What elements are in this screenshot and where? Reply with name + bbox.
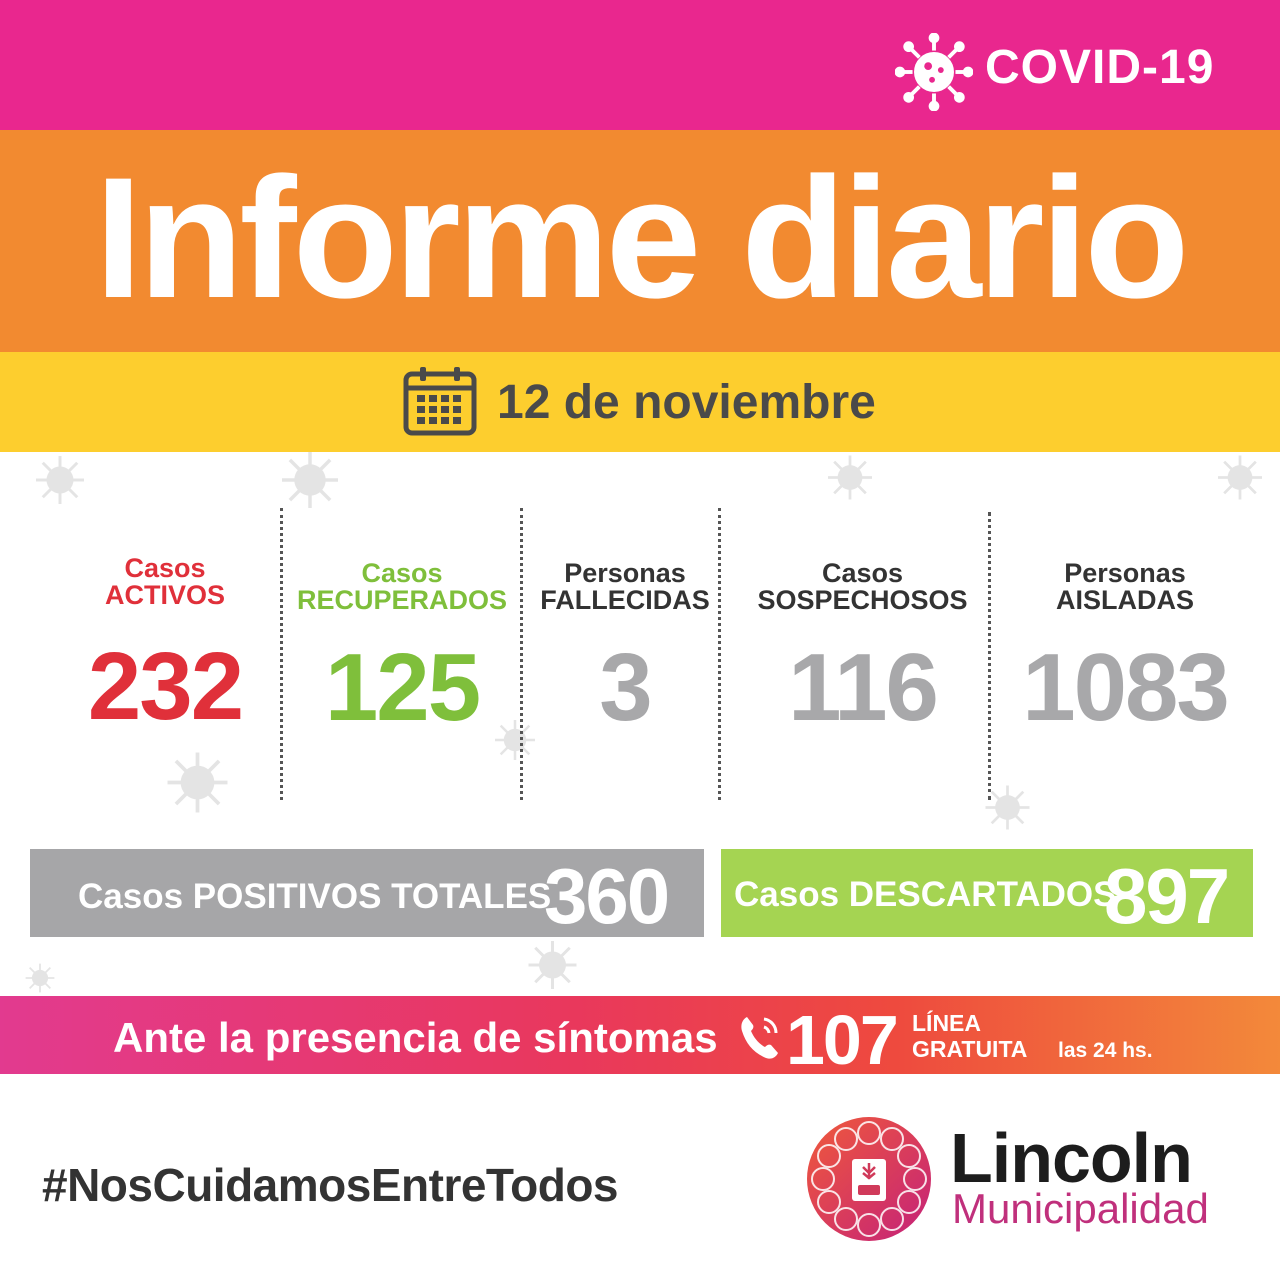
- stat-value: 125: [324, 634, 481, 741]
- calendar-icon: [403, 367, 477, 436]
- column-separator: [718, 508, 721, 800]
- brand-subtitle: Municipalidad: [952, 1185, 1209, 1232]
- helpline-linea: LÍNEA: [912, 1010, 981, 1036]
- stat-activos: Casos ACTIVOS 232: [55, 555, 275, 737]
- positivos-value: 360: [544, 852, 670, 940]
- stat-label: Casos ACTIVOS: [104, 553, 225, 610]
- helpline-number[interactable]: 107: [786, 1001, 899, 1079]
- positivos-label: Casos POSITIVOS TOTALES: [78, 877, 552, 916]
- stat-sospechosos: Casos SOSPECHOSOS 116: [735, 560, 990, 738]
- brand-name: Lincoln: [950, 1119, 1193, 1197]
- stat-value: 232: [87, 633, 244, 740]
- helpline-bar: [0, 996, 1280, 1074]
- background-virus-icon: [36, 456, 84, 504]
- stat-label: Personas FALLECIDAS: [540, 558, 710, 615]
- background-virus-icon: [167, 752, 228, 813]
- descartados-value: 897: [1104, 852, 1230, 940]
- helpline-hours: las 24 hs.: [1058, 1039, 1153, 1062]
- background-virus-icon: [985, 785, 1030, 830]
- background-virus-icon: [828, 455, 872, 500]
- stat-aisladas: Personas AISLADAS 1083: [1000, 560, 1250, 738]
- stat-value: 3: [599, 634, 652, 741]
- stat-value: 1083: [1022, 634, 1230, 741]
- lincoln-logo-icon: [807, 1117, 931, 1241]
- descartados-box: Casos DESCARTADOS 897: [721, 849, 1253, 940]
- header-bar: [0, 0, 1280, 130]
- helpline-gratuita: GRATUITA: [912, 1036, 1028, 1062]
- virus-icon: [895, 33, 973, 111]
- helpline-text: Ante la presencia de síntomas: [113, 1014, 718, 1061]
- background-virus-icon: [528, 941, 577, 989]
- stat-label: Casos RECUPERADOS: [296, 558, 508, 615]
- report-date: 12 de noviembre: [497, 376, 876, 429]
- stat-label: Personas AISLADAS: [1055, 558, 1194, 615]
- stat-fallecidas: Personas FALLECIDAS 3: [530, 560, 720, 738]
- hashtag: #NosCuidamosEntreTodos: [42, 1159, 619, 1211]
- positivos-totales-box: Casos POSITIVOS TOTALES 360: [30, 849, 704, 940]
- column-separator: [520, 508, 523, 800]
- column-separator: [988, 512, 991, 800]
- column-separator: [280, 508, 283, 800]
- stat-recuperados: Casos RECUPERADOS 125: [292, 560, 512, 738]
- stat-label: Casos SOSPECHOSOS: [757, 558, 968, 615]
- background-virus-icon: [1218, 455, 1262, 500]
- phone-icon: [741, 1017, 778, 1059]
- date-bar: [0, 352, 1280, 452]
- title-bar: [0, 130, 1280, 352]
- background-virus-icon: [25, 963, 55, 993]
- descartados-label: Casos DESCARTADOS: [734, 875, 1117, 914]
- stat-value: 116: [788, 634, 939, 741]
- page-title: Informe diario: [94, 142, 1190, 334]
- background-virus-icon: [282, 452, 338, 508]
- covid-label: COVID-19: [985, 41, 1215, 94]
